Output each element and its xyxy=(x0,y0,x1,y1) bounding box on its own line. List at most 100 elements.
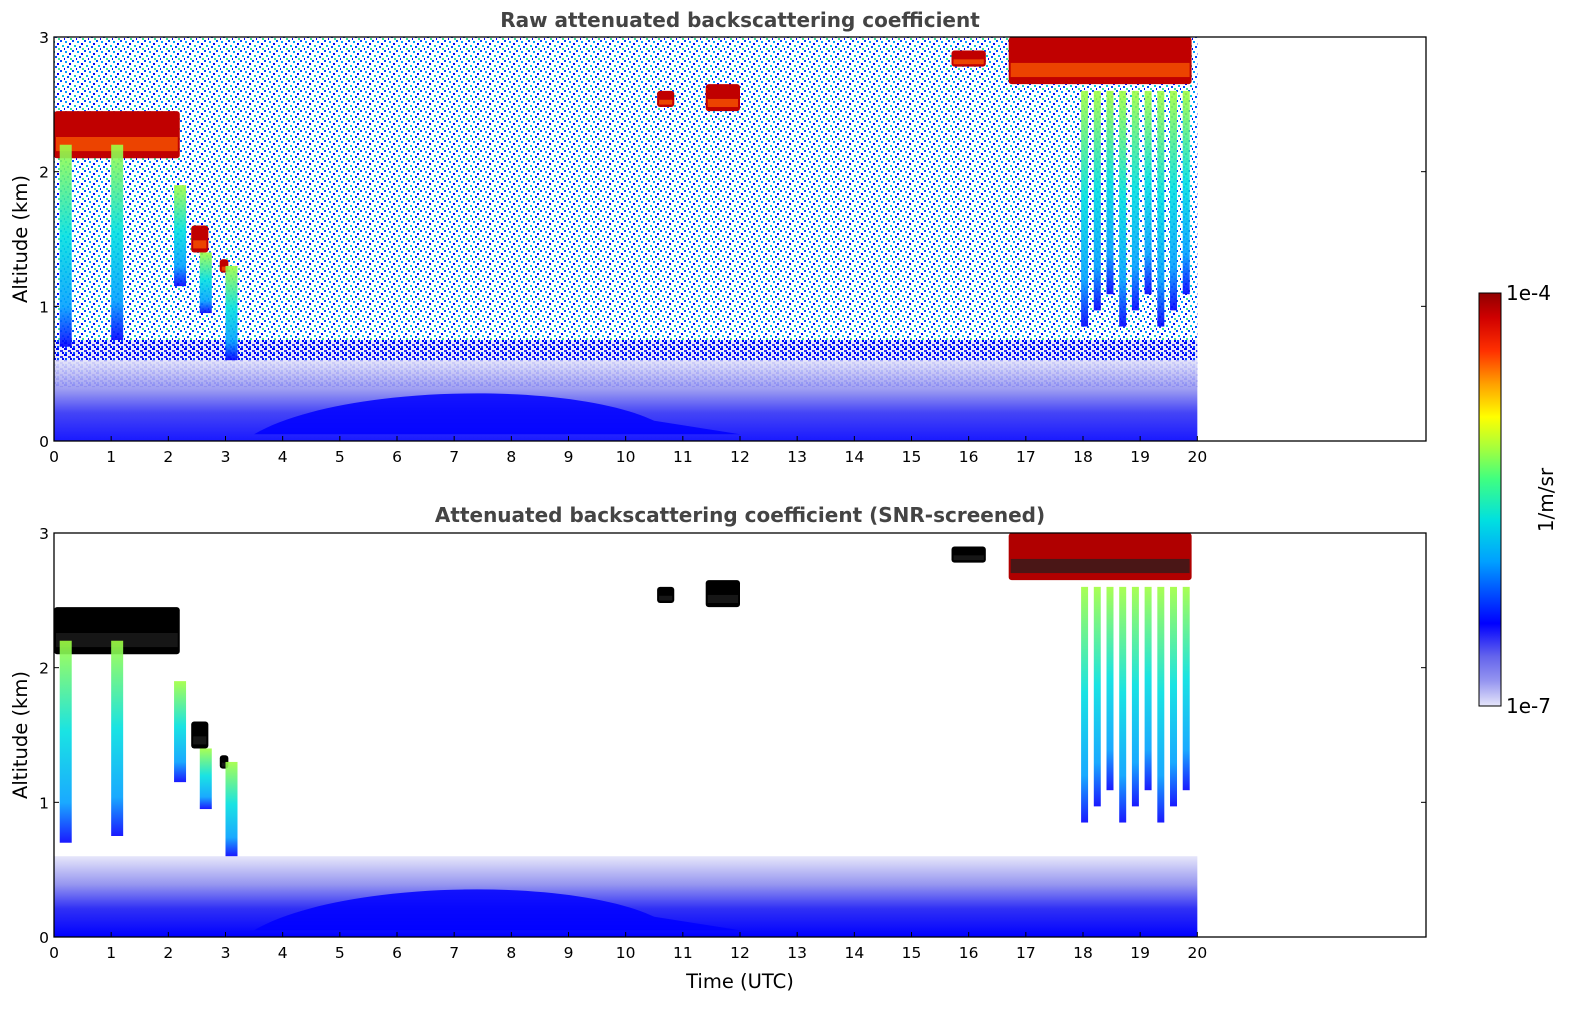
raw-heatmap xyxy=(54,37,1198,441)
fall-streak xyxy=(111,640,124,836)
colorbar-min-label: 1e-7 xyxy=(1506,694,1551,718)
cloud-feature xyxy=(705,580,740,608)
colorbar-gradient xyxy=(1478,292,1502,707)
cloud-feature-edge xyxy=(56,136,178,152)
fall-streak xyxy=(199,748,212,810)
x-tick-label: 12 xyxy=(730,944,750,962)
fall-streak xyxy=(1119,90,1127,327)
cloud-feature-edge xyxy=(193,240,207,249)
x-tick-label: 7 xyxy=(449,448,459,466)
fall-streak xyxy=(174,681,187,783)
x-tick-label: 1 xyxy=(106,944,116,962)
x-tick-label: 9 xyxy=(564,448,574,466)
fall-streak xyxy=(199,252,212,314)
y-tick-label: 0 xyxy=(39,929,49,947)
fall-streak xyxy=(1119,586,1127,823)
cloud-feature-edge xyxy=(1010,62,1190,78)
x-tick-label: 1 xyxy=(106,448,116,466)
screened-ylabel: Altitude (km) xyxy=(9,671,32,799)
fall-streak xyxy=(1131,586,1139,807)
x-tick-label: 20 xyxy=(1187,448,1207,466)
x-tick-label: 10 xyxy=(616,944,636,962)
colorbar: 1e-4 1e-7 1/m/sr xyxy=(1478,281,1558,718)
colorbar-unit-label: 1/m/sr xyxy=(1534,467,1558,532)
x-tick-label: 2 xyxy=(163,448,173,466)
cloud-feature-edge xyxy=(707,594,738,604)
cloud-feature-edge xyxy=(659,99,673,105)
fall-streak xyxy=(1170,586,1178,807)
cloud-feature-edge xyxy=(193,736,207,745)
cloud-feature-edge xyxy=(953,59,984,65)
x-tick-label: 3 xyxy=(221,448,231,466)
x-tick-label: 17 xyxy=(1016,448,1036,466)
x-tick-label: 7 xyxy=(449,944,459,962)
raw-y-axis: 0 1 2 3 xyxy=(39,29,1426,451)
x-tick-label: 15 xyxy=(902,448,922,466)
y-tick-label: 1 xyxy=(39,298,49,316)
x-tick-label: 14 xyxy=(844,944,864,962)
screened-heatmap xyxy=(54,533,1198,937)
x-tick-label: 13 xyxy=(787,944,807,962)
fall-streak xyxy=(174,185,187,287)
x-tick-label: 0 xyxy=(49,448,59,466)
screened-panel-title: Attenuated backscattering coefficient (S… xyxy=(435,503,1045,527)
fall-streak xyxy=(1182,586,1190,791)
x-tick-label: 0 xyxy=(49,944,59,962)
x-tick-label: 6 xyxy=(392,448,402,466)
x-tick-label: 4 xyxy=(278,448,288,466)
x-tick-label: 5 xyxy=(335,448,345,466)
fall-streak xyxy=(111,144,124,340)
x-tick-label: 16 xyxy=(959,944,979,962)
x-tick-label: 17 xyxy=(1016,944,1036,962)
fall-streak xyxy=(59,144,72,347)
x-tick-label: 18 xyxy=(1073,944,1093,962)
x-tick-label: 13 xyxy=(787,448,807,466)
cloud-feature-edge xyxy=(707,98,738,108)
x-tick-label: 10 xyxy=(616,448,636,466)
x-tick-label: 4 xyxy=(278,944,288,962)
y-tick-label: 3 xyxy=(39,525,49,543)
y-tick-label: 3 xyxy=(39,29,49,47)
cloud-feature-edge xyxy=(221,266,227,271)
x-tick-label: 12 xyxy=(730,448,750,466)
screened-xlabel: Time (UTC) xyxy=(685,970,794,993)
x-tick-label: 19 xyxy=(1130,944,1150,962)
fall-streak xyxy=(59,640,72,843)
cloud-feature-edge xyxy=(56,632,178,648)
fall-streak xyxy=(1093,586,1101,807)
y-tick-label: 2 xyxy=(39,660,49,678)
x-tick-label: 14 xyxy=(844,448,864,466)
raw-x-axis: 0 1 2 3 4 5 6 7 8 9 10 11 12 13 14 15 16 17 18 19 20 xyxy=(49,436,1207,466)
fall-streak xyxy=(1144,586,1152,791)
cloud-feature-edge xyxy=(221,762,227,767)
cloud-feature-edge xyxy=(953,555,984,561)
x-tick-label: 8 xyxy=(506,944,516,962)
cloud-feature-edge xyxy=(659,595,673,601)
screened-x-axis: 0 1 2 3 4 5 6 7 8 9 10 11 12 13 14 15 16 17 18 19 20 xyxy=(49,932,1207,962)
x-tick-label: 8 xyxy=(506,448,516,466)
cloud-feature-edge xyxy=(1010,558,1190,574)
fall-streak xyxy=(1081,90,1089,327)
fall-streak xyxy=(225,761,238,857)
fall-streak xyxy=(1157,90,1165,327)
x-tick-label: 9 xyxy=(564,944,574,962)
dense-aerosol-layer xyxy=(254,889,741,931)
fall-streak xyxy=(1106,586,1114,791)
fall-streak xyxy=(1093,90,1101,311)
x-tick-label: 20 xyxy=(1187,944,1207,962)
x-tick-label: 3 xyxy=(221,944,231,962)
x-tick-label: 18 xyxy=(1073,448,1093,466)
x-tick-label: 5 xyxy=(335,944,345,962)
y-tick-label: 1 xyxy=(39,794,49,812)
cloud-feature xyxy=(191,225,209,253)
fall-streak xyxy=(1144,90,1152,295)
screened-backscatter-panel: Attenuated backscattering coefficient (S… xyxy=(9,503,1427,993)
fall-streak xyxy=(1157,586,1165,823)
fall-streak xyxy=(1131,90,1139,311)
dense-aerosol-layer xyxy=(254,393,741,435)
fall-streak xyxy=(1081,586,1089,823)
x-tick-label: 16 xyxy=(959,448,979,466)
x-tick-label: 6 xyxy=(392,944,402,962)
raw-backscatter-panel: Raw attenuated backscattering coefficien… xyxy=(9,8,1427,466)
